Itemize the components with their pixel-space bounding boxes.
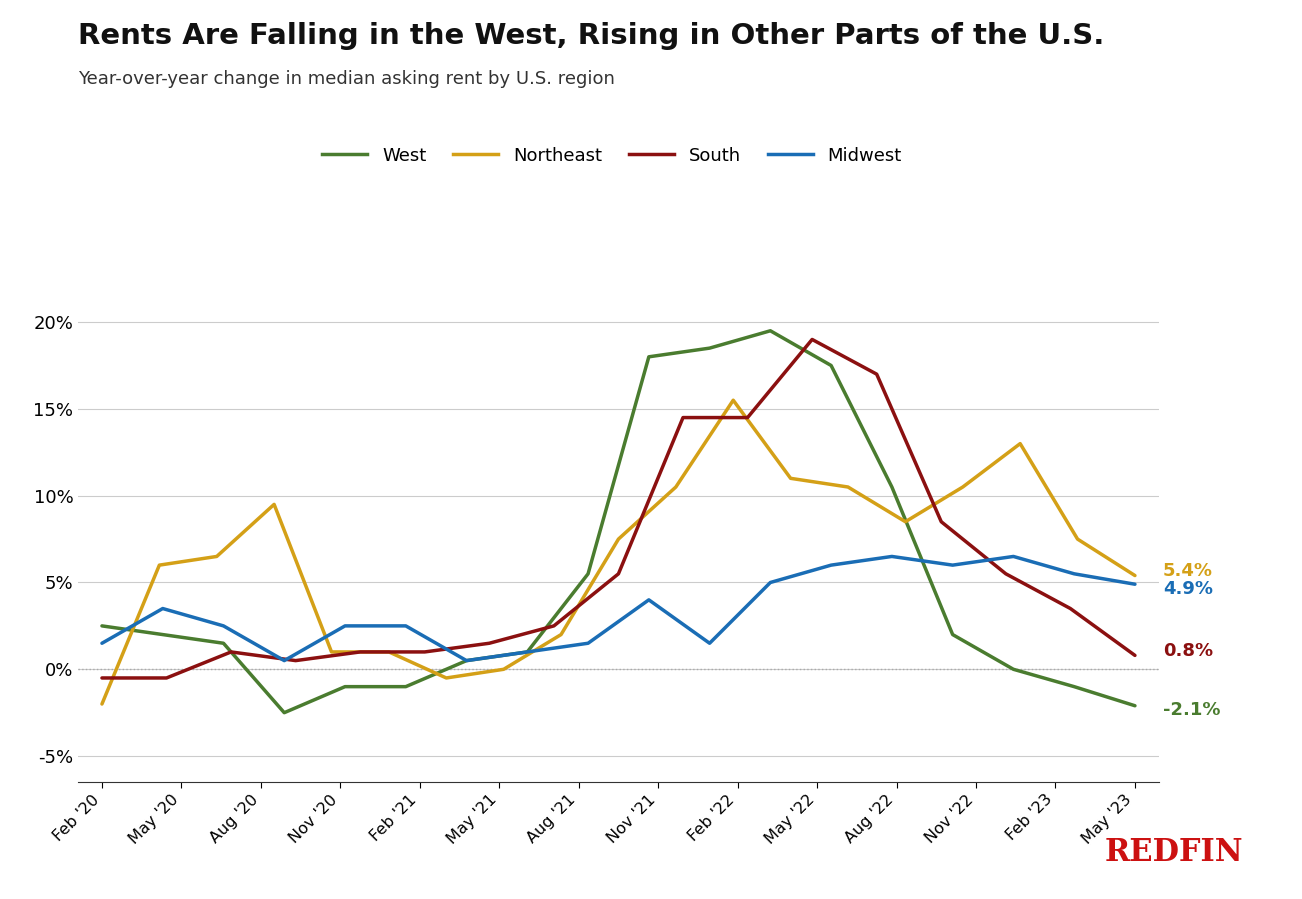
Text: 4.9%: 4.9% xyxy=(1163,580,1212,598)
Text: 0.8%: 0.8% xyxy=(1163,642,1213,660)
Text: 5.4%: 5.4% xyxy=(1163,562,1212,580)
Legend: West, Northeast, South, Midwest: West, Northeast, South, Midwest xyxy=(315,139,909,172)
Text: REDFIN: REDFIN xyxy=(1105,837,1243,868)
Text: Year-over-year change in median asking rent by U.S. region: Year-over-year change in median asking r… xyxy=(78,70,615,88)
Text: Rents Are Falling in the West, Rising in Other Parts of the U.S.: Rents Are Falling in the West, Rising in… xyxy=(78,22,1104,50)
Text: -2.1%: -2.1% xyxy=(1163,701,1220,719)
